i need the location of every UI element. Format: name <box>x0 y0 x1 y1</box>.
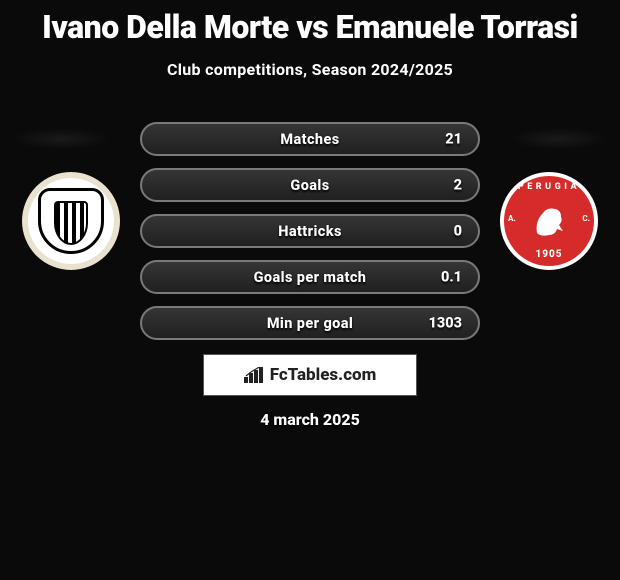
stat-value: 21 <box>445 131 462 148</box>
stat-label: Hattricks <box>278 223 342 240</box>
stats-table: Matches 21 Goals 2 Hattricks 0 Goals per… <box>140 122 480 352</box>
stat-label: Goals <box>290 177 329 194</box>
page-title: Ivano Della Morte vs Emanuele Torrasi <box>0 0 620 46</box>
club-badge-left <box>22 172 120 270</box>
stat-label: Matches <box>280 131 339 148</box>
stat-value: 0.1 <box>441 269 462 286</box>
stat-label: Goals per match <box>254 269 367 286</box>
griffin-icon <box>529 201 569 241</box>
stat-row-min-per-goal: Min per goal 1303 <box>140 306 480 340</box>
ascoli-shield <box>38 188 104 254</box>
stat-row-matches: Matches 21 <box>140 122 480 156</box>
date-text: 4 march 2025 <box>0 410 620 429</box>
club-badge-right: PERUGIA A. C. 1905 <box>500 172 598 270</box>
stat-value: 2 <box>454 177 462 194</box>
chart-icon <box>244 367 266 383</box>
subtitle: Club competitions, Season 2024/2025 <box>0 60 620 79</box>
ascoli-stripes <box>54 201 88 245</box>
perugia-top-text: PERUGIA <box>504 182 594 192</box>
stat-row-hattricks: Hattricks 0 <box>140 214 480 248</box>
stat-row-goals: Goals 2 <box>140 168 480 202</box>
player-shadow-right <box>510 128 608 150</box>
stat-label: Min per goal <box>267 315 353 332</box>
brand-box[interactable]: FcTables.com <box>203 354 417 396</box>
player-shadow-left <box>12 128 110 150</box>
perugia-year-text: 1905 <box>504 249 594 260</box>
stat-value: 0 <box>454 223 462 240</box>
stat-value: 1303 <box>429 315 462 332</box>
brand-text: FcTables.com <box>270 365 377 385</box>
stat-row-goals-per-match: Goals per match 0.1 <box>140 260 480 294</box>
